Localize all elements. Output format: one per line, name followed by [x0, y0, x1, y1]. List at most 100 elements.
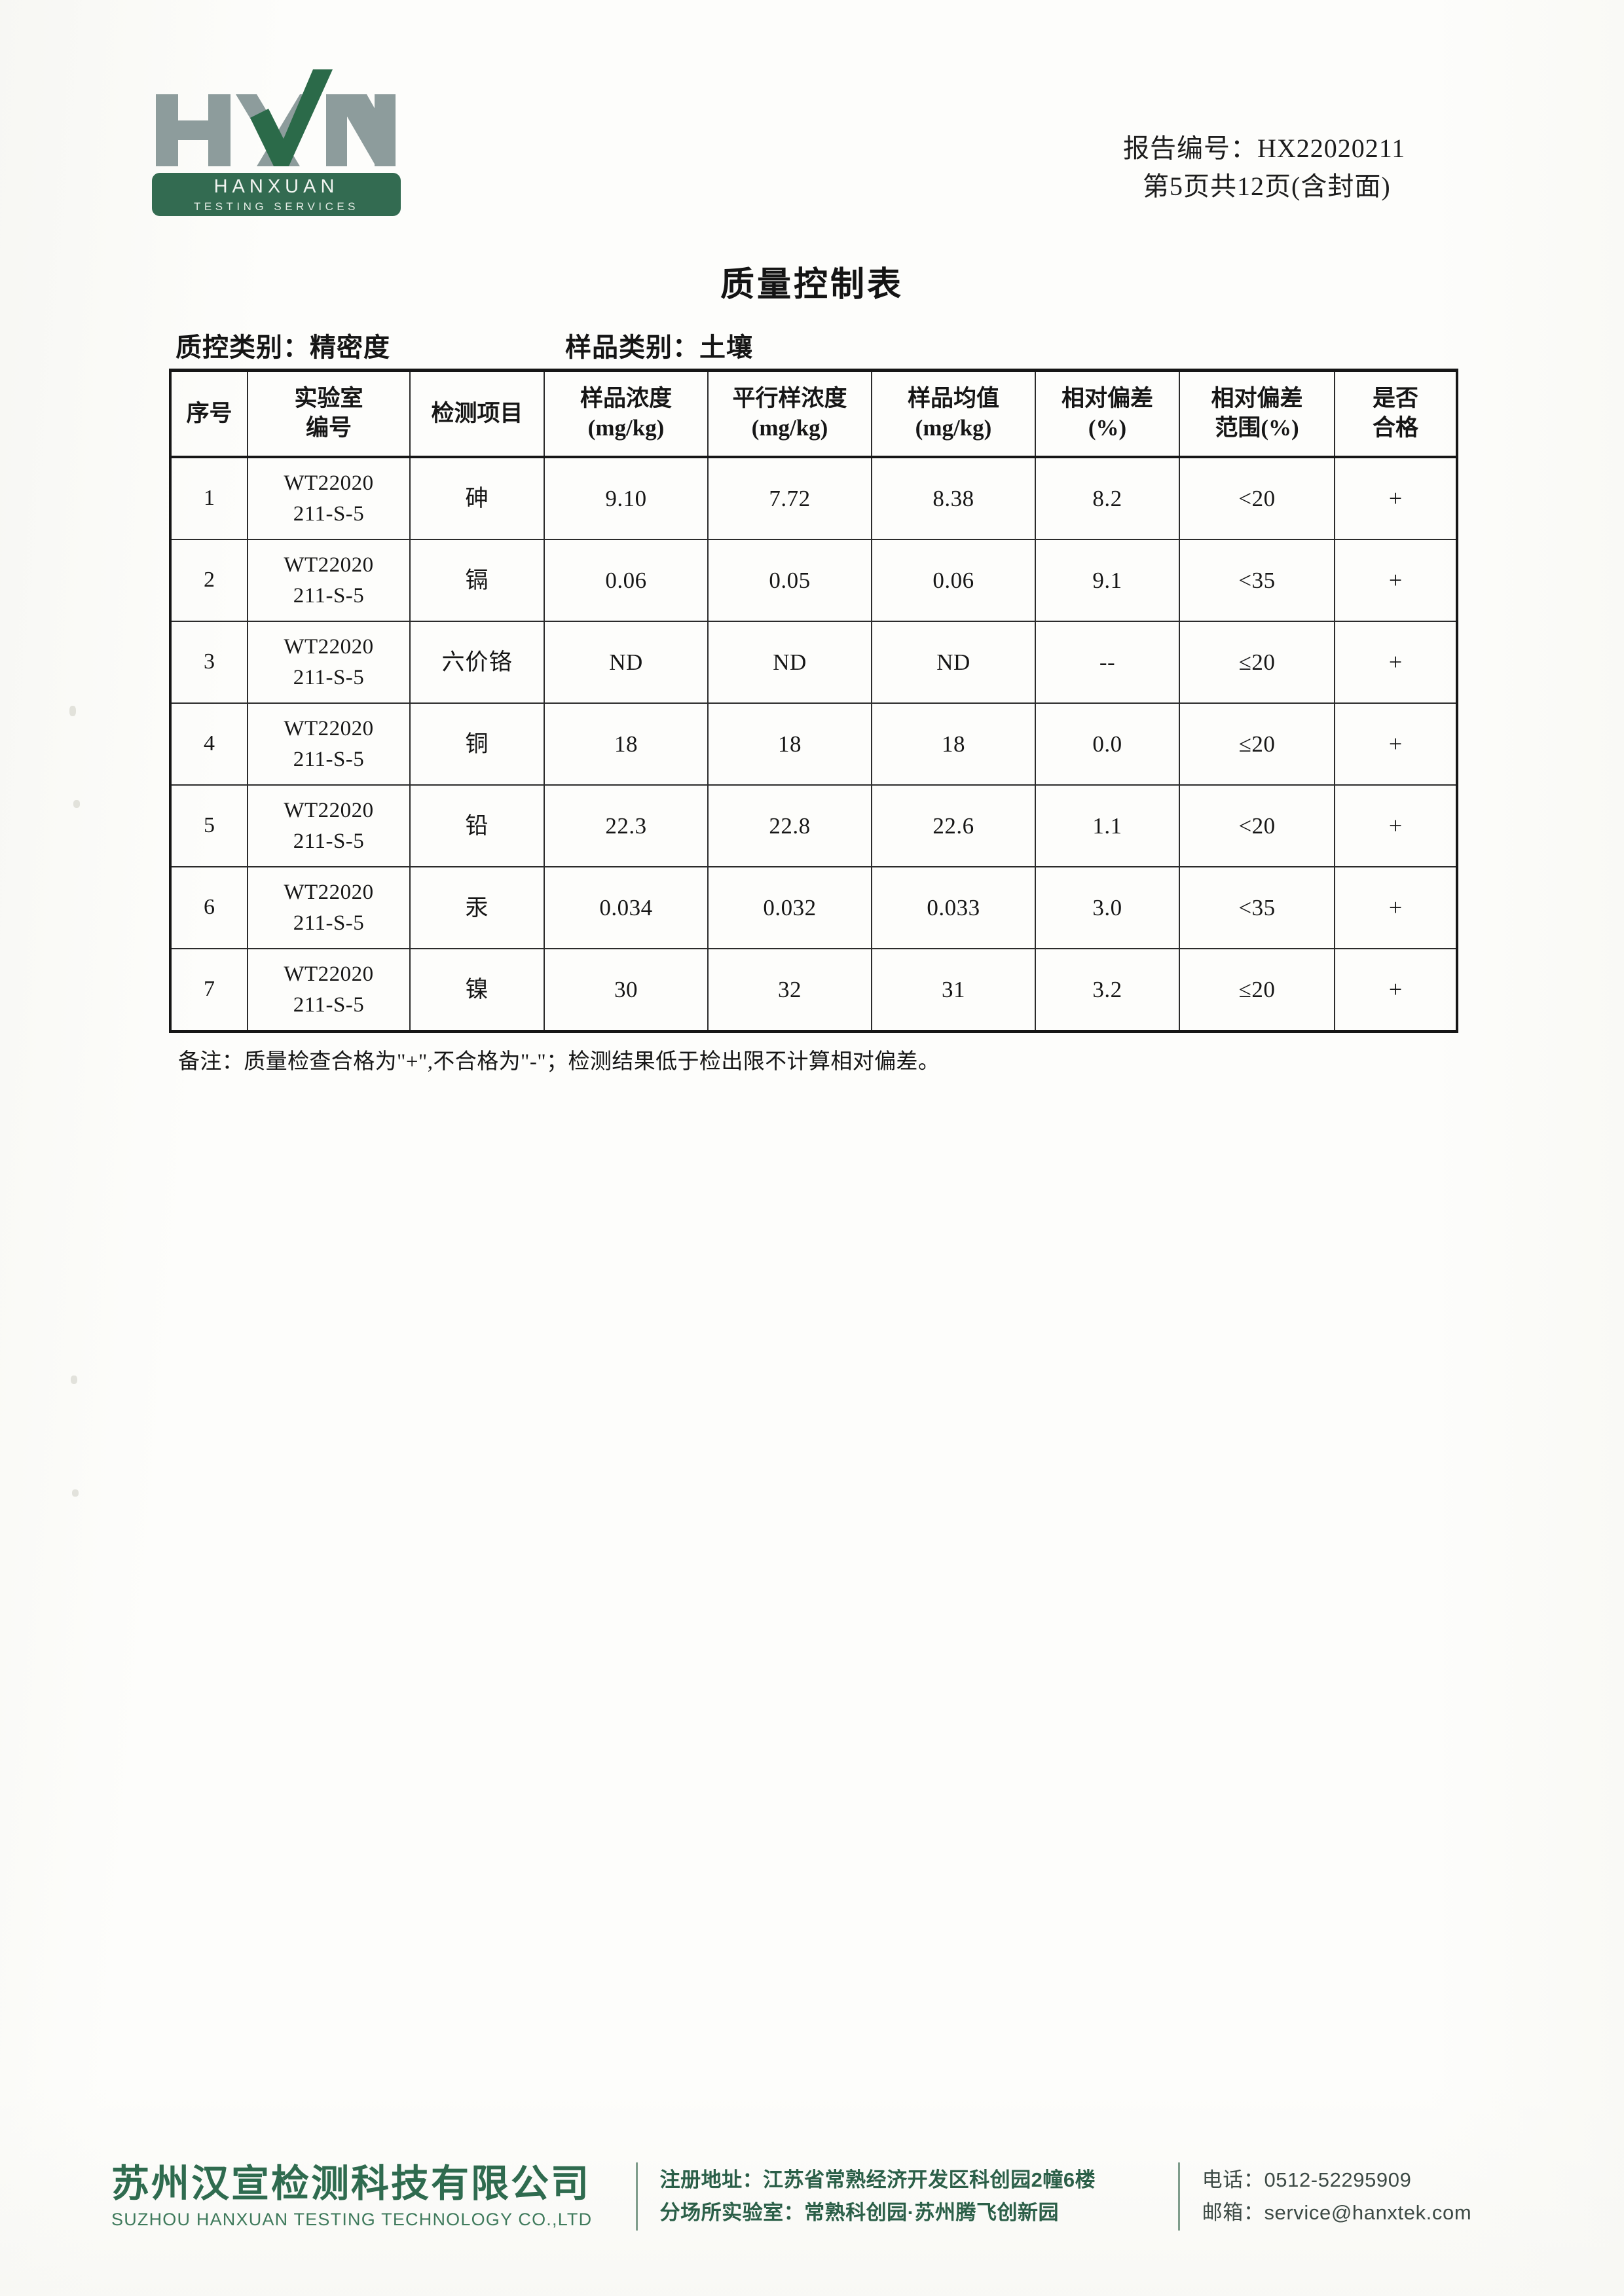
- footer-phone: 电话：0512-52295909: [1202, 2168, 1412, 2191]
- col-header-pass: 是否 合格: [1334, 369, 1458, 458]
- cell-pass: +: [1334, 702, 1458, 786]
- footer-email: 邮箱：service@hanxtek.com: [1202, 2201, 1472, 2224]
- col-header-conc: 样品浓度 (mg/kg): [544, 369, 709, 458]
- table-row: 6 WT22020 211-S-5 汞 0.034 0.032 0.033 3.0…: [169, 866, 1458, 949]
- cell-mean: 8.38: [871, 456, 1036, 540]
- table-body: 1 WT22020 211-S-5 砷 9.10 7.72 8.38 8.2 <2…: [169, 456, 1458, 1033]
- cell-pass: +: [1334, 456, 1458, 540]
- cell-concentration: 9.10: [544, 456, 709, 540]
- cell-no: 2: [169, 539, 248, 622]
- cell-pass: +: [1334, 784, 1458, 867]
- footer-company: 苏州汉宣检测科技有限公司 SUZHOU HANXUAN TESTING TECH…: [111, 2162, 614, 2231]
- cell-deviation: 8.2: [1035, 456, 1180, 540]
- cell-no: 5: [169, 784, 248, 867]
- cell-parallel: 0.032: [707, 866, 872, 949]
- report-number-line: 报告编号：HX22020211: [982, 130, 1480, 168]
- cell-lab: WT22020 211-S-5: [247, 948, 411, 1033]
- report-number-label: 报告编号：: [1123, 134, 1257, 163]
- cell-mean: 0.06: [871, 539, 1036, 622]
- cell-deviation-range: ≤20: [1179, 621, 1335, 704]
- cell-deviation-range: <20: [1179, 456, 1335, 540]
- cell-item: 砷: [409, 456, 545, 540]
- cell-parallel: 18: [707, 702, 872, 786]
- cell-deviation: --: [1035, 621, 1180, 704]
- page-header: HANXUAN TESTING SERVICES 报告编号：HX22020211…: [0, 0, 1624, 249]
- table-row: 5 WT22020 211-S-5 铅 22.3 22.8 22.6 1.1 <2…: [169, 784, 1458, 867]
- cell-item: 镉: [409, 539, 545, 622]
- cell-concentration: 0.06: [544, 539, 709, 622]
- footer-address: 注册地址：江苏省常熟经济开发区科创园2幢6楼 分场所实验室：常熟科创园·苏州腾飞…: [660, 2164, 1156, 2229]
- col-header-no: 序号: [169, 369, 248, 458]
- page-info: 第5页共12页(含封面): [1143, 172, 1391, 201]
- cell-item: 汞: [409, 866, 545, 949]
- cell-concentration: 18: [544, 702, 709, 786]
- cell-parallel: 32: [707, 948, 872, 1033]
- category-line: 质控类别：精密度 样品类别：土壤: [175, 326, 1420, 362]
- cell-item: 六价铬: [409, 621, 545, 704]
- footer-divider: [635, 2162, 638, 2231]
- cell-concentration: 22.3: [544, 784, 709, 867]
- col-header-mean: 样品均值 (mg/kg): [871, 369, 1036, 458]
- scan-speckle: [72, 1489, 79, 1497]
- footer-company-cn: 苏州汉宣检测科技有限公司: [111, 2162, 591, 2205]
- cell-lab: WT22020 211-S-5: [247, 621, 411, 704]
- footer-divider: [1177, 2162, 1180, 2231]
- cell-no: 1: [169, 456, 248, 540]
- check-icon: [250, 69, 333, 166]
- col-header-deviation: 相对偏差 (%): [1035, 369, 1180, 458]
- cell-deviation: 9.1: [1035, 539, 1180, 622]
- qc-type: 质控类别：精密度: [175, 333, 390, 362]
- footer-address-line1: 注册地址：江苏省常熟经济开发区科创园2幢6楼: [659, 2168, 1096, 2192]
- cell-deviation: 1.1: [1035, 784, 1180, 867]
- cell-lab: WT22020 211-S-5: [247, 702, 411, 786]
- cell-deviation-range: <35: [1179, 866, 1335, 949]
- cell-concentration: ND: [544, 621, 709, 704]
- footer-company-en: SUZHOU HANXUAN TESTING TECHNOLOGY CO.,LT…: [111, 2210, 593, 2230]
- col-header-deviation-range: 相对偏差 范围(%): [1179, 369, 1335, 458]
- sample-type: 样品类别：土壤: [565, 333, 753, 362]
- cell-item: 铅: [409, 784, 545, 867]
- quality-control-table-wrap: 序号 实验室 编号 检测项目 样品浓度 (mg/kg) 平行样浓度: [169, 369, 1458, 1033]
- cell-concentration: 0.034: [544, 866, 709, 949]
- cell-pass: +: [1334, 539, 1458, 622]
- table-row: 3 WT22020 211-S-5 六价铬 ND ND ND -- ≤20 +: [169, 621, 1458, 704]
- cell-lab: WT22020 211-S-5: [247, 456, 411, 540]
- page-title: 质量控制表: [720, 266, 904, 304]
- cell-concentration: 30: [544, 948, 709, 1033]
- cell-parallel: 0.05: [707, 539, 872, 622]
- cell-parallel: 7.72: [707, 456, 872, 540]
- cell-item: 铜: [409, 702, 545, 786]
- cell-deviation: 3.2: [1035, 948, 1180, 1033]
- cell-pass: +: [1334, 621, 1458, 704]
- cell-lab: WT22020 211-S-5: [247, 866, 411, 949]
- cell-pass: +: [1334, 948, 1458, 1033]
- scan-speckle: [71, 1376, 77, 1384]
- table-row: 4 WT22020 211-S-5 铜 18 18 18 0.0 ≤20 +: [169, 702, 1458, 786]
- scan-speckle: [69, 706, 76, 716]
- cell-no: 3: [169, 621, 248, 704]
- table-row: 7 WT22020 211-S-5 镍 30 32 31 3.2 ≤20 +: [169, 948, 1458, 1033]
- page-footer: 苏州汉宣检测科技有限公司 SUZHOU HANXUAN TESTING TECH…: [0, 2151, 1624, 2249]
- col-header-lab: 实验室 编号: [247, 369, 411, 458]
- cell-deviation-range: ≤20: [1179, 948, 1335, 1033]
- cell-no: 7: [169, 948, 248, 1033]
- table-header-row: 序号 实验室 编号 检测项目 样品浓度 (mg/kg) 平行样浓度: [169, 369, 1458, 458]
- svg-text:TESTING SERVICES: TESTING SERVICES: [194, 200, 359, 213]
- footer-contact: 电话：0512-52295909 邮箱：service@hanxtek.com: [1202, 2164, 1539, 2229]
- cell-deviation: 0.0: [1035, 702, 1180, 786]
- col-header-parallel: 平行样浓度 (mg/kg): [707, 369, 872, 458]
- cell-no: 6: [169, 866, 248, 949]
- cell-deviation-range: <35: [1179, 539, 1335, 622]
- cell-deviation-range: ≤20: [1179, 702, 1335, 786]
- cell-parallel: 22.8: [707, 784, 872, 867]
- cell-parallel: ND: [707, 621, 872, 704]
- cell-pass: +: [1334, 866, 1458, 949]
- table-row: 1 WT22020 211-S-5 砷 9.10 7.72 8.38 8.2 <2…: [169, 456, 1458, 540]
- report-number-value: HX22020211: [1257, 134, 1406, 163]
- cell-mean: 31: [871, 948, 1036, 1033]
- cell-mean: ND: [871, 621, 1036, 704]
- cell-item: 镍: [409, 948, 545, 1033]
- company-logo: HANXUAN TESTING SERVICES: [152, 47, 401, 219]
- svg-text:HANXUAN: HANXUAN: [214, 176, 339, 197]
